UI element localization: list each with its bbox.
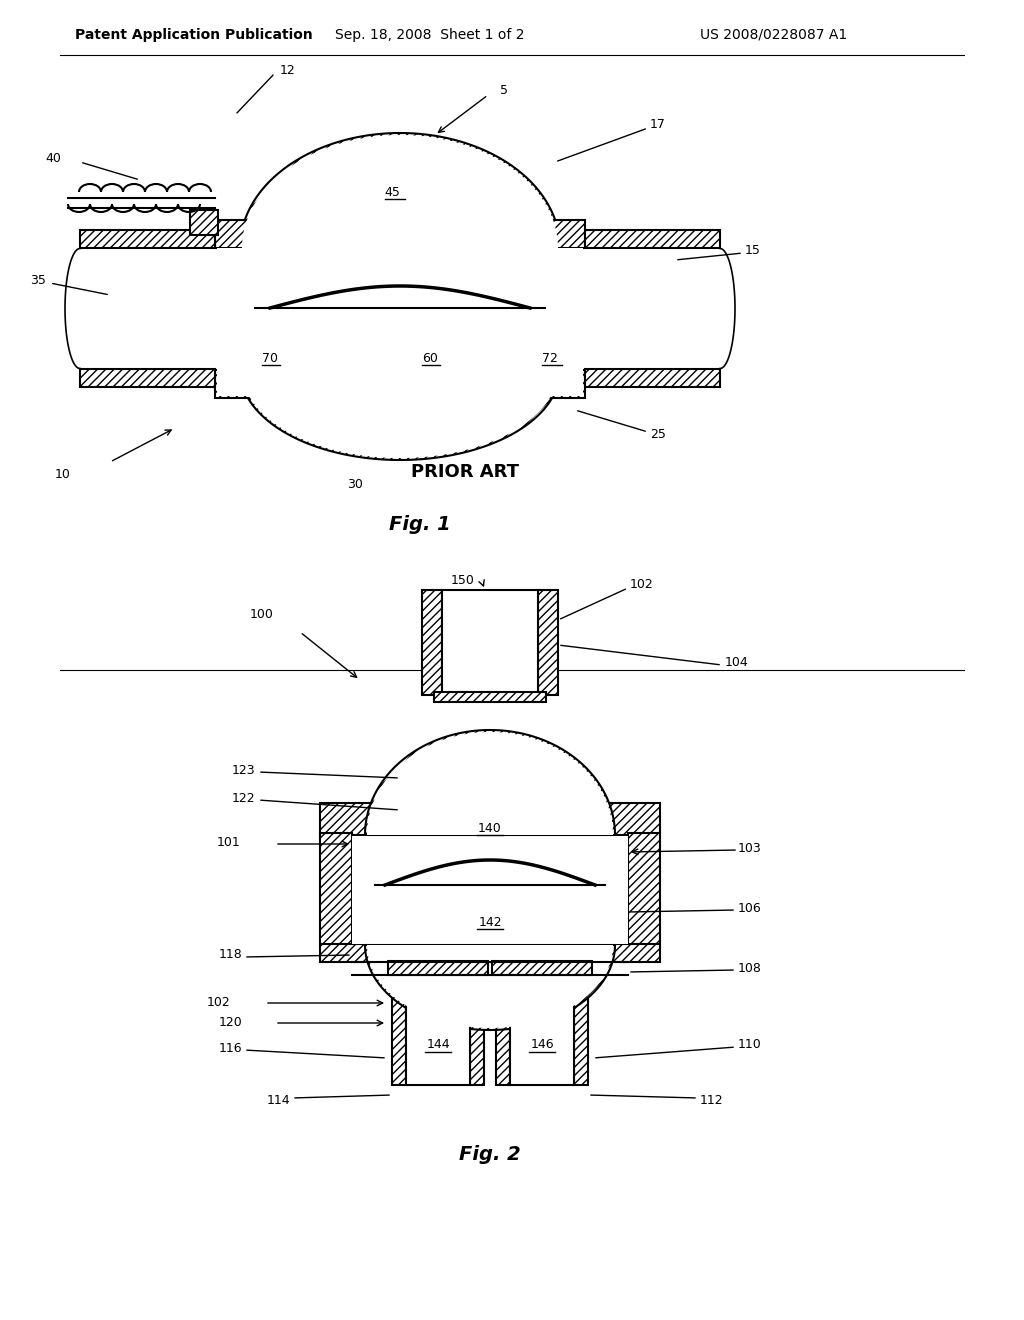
Text: 102: 102: [206, 995, 230, 1008]
Text: 60: 60: [422, 351, 438, 364]
Text: Sep. 18, 2008  Sheet 1 of 2: Sep. 18, 2008 Sheet 1 of 2: [335, 28, 524, 42]
Text: 103: 103: [738, 842, 762, 854]
Bar: [388, 961, 488, 975]
Text: 45: 45: [384, 186, 400, 198]
Text: 102: 102: [630, 578, 653, 591]
Bar: [470, 965, 484, 1085]
Text: Fig. 2: Fig. 2: [459, 1146, 521, 1164]
Bar: [319, 833, 352, 945]
Text: 106: 106: [738, 902, 762, 915]
Polygon shape: [367, 945, 613, 1028]
Text: 17: 17: [650, 119, 666, 132]
Text: 123: 123: [231, 763, 255, 776]
Text: 122: 122: [231, 792, 255, 804]
Text: 110: 110: [738, 1039, 762, 1052]
Text: 72: 72: [542, 351, 558, 364]
Bar: [422, 590, 442, 696]
Text: 144: 144: [426, 1039, 450, 1052]
Text: 70: 70: [262, 351, 278, 364]
Polygon shape: [240, 133, 560, 248]
Bar: [434, 692, 546, 702]
Text: 146: 146: [530, 1039, 554, 1052]
Text: 120: 120: [218, 1015, 242, 1028]
Polygon shape: [242, 370, 558, 458]
Text: US 2008/0228087 A1: US 2008/0228087 A1: [700, 28, 847, 42]
Text: 30: 30: [347, 479, 362, 491]
Text: 150: 150: [452, 573, 475, 586]
Bar: [80, 370, 215, 387]
Polygon shape: [240, 370, 560, 459]
Bar: [628, 833, 660, 945]
Bar: [319, 803, 660, 836]
Polygon shape: [365, 730, 615, 836]
Text: 40: 40: [45, 152, 60, 165]
Text: 25: 25: [650, 429, 666, 441]
Polygon shape: [367, 733, 613, 836]
Text: 100: 100: [250, 609, 273, 622]
Bar: [80, 230, 215, 248]
Polygon shape: [242, 135, 558, 248]
Bar: [190, 210, 218, 235]
Bar: [574, 965, 588, 1085]
Text: PRIOR ART: PRIOR ART: [411, 463, 519, 480]
Bar: [585, 370, 720, 387]
Text: Patent Application Publication: Patent Application Publication: [75, 28, 312, 42]
Text: 104: 104: [725, 656, 749, 668]
Bar: [352, 836, 628, 944]
Bar: [392, 965, 406, 1085]
Bar: [538, 590, 558, 696]
Text: 112: 112: [700, 1093, 724, 1106]
Bar: [442, 590, 538, 696]
Text: 108: 108: [738, 961, 762, 974]
Text: 15: 15: [745, 243, 761, 256]
Bar: [492, 961, 592, 975]
Text: 10: 10: [55, 469, 71, 482]
Bar: [319, 944, 660, 962]
Bar: [585, 230, 720, 248]
Bar: [510, 965, 574, 1085]
Text: 142: 142: [478, 916, 502, 928]
Polygon shape: [365, 945, 615, 1030]
Text: 140: 140: [478, 821, 502, 834]
Text: 5: 5: [500, 83, 508, 96]
Text: 118: 118: [218, 949, 242, 961]
Text: Fig. 1: Fig. 1: [389, 516, 451, 535]
Bar: [217, 248, 583, 396]
Bar: [406, 965, 470, 1085]
Bar: [215, 370, 585, 399]
Bar: [215, 220, 585, 248]
Bar: [496, 965, 510, 1085]
Bar: [352, 837, 628, 942]
Text: 35: 35: [30, 273, 46, 286]
Text: 116: 116: [218, 1041, 242, 1055]
Text: 114: 114: [266, 1093, 290, 1106]
Text: 12: 12: [280, 63, 296, 77]
Text: 101: 101: [216, 836, 240, 849]
